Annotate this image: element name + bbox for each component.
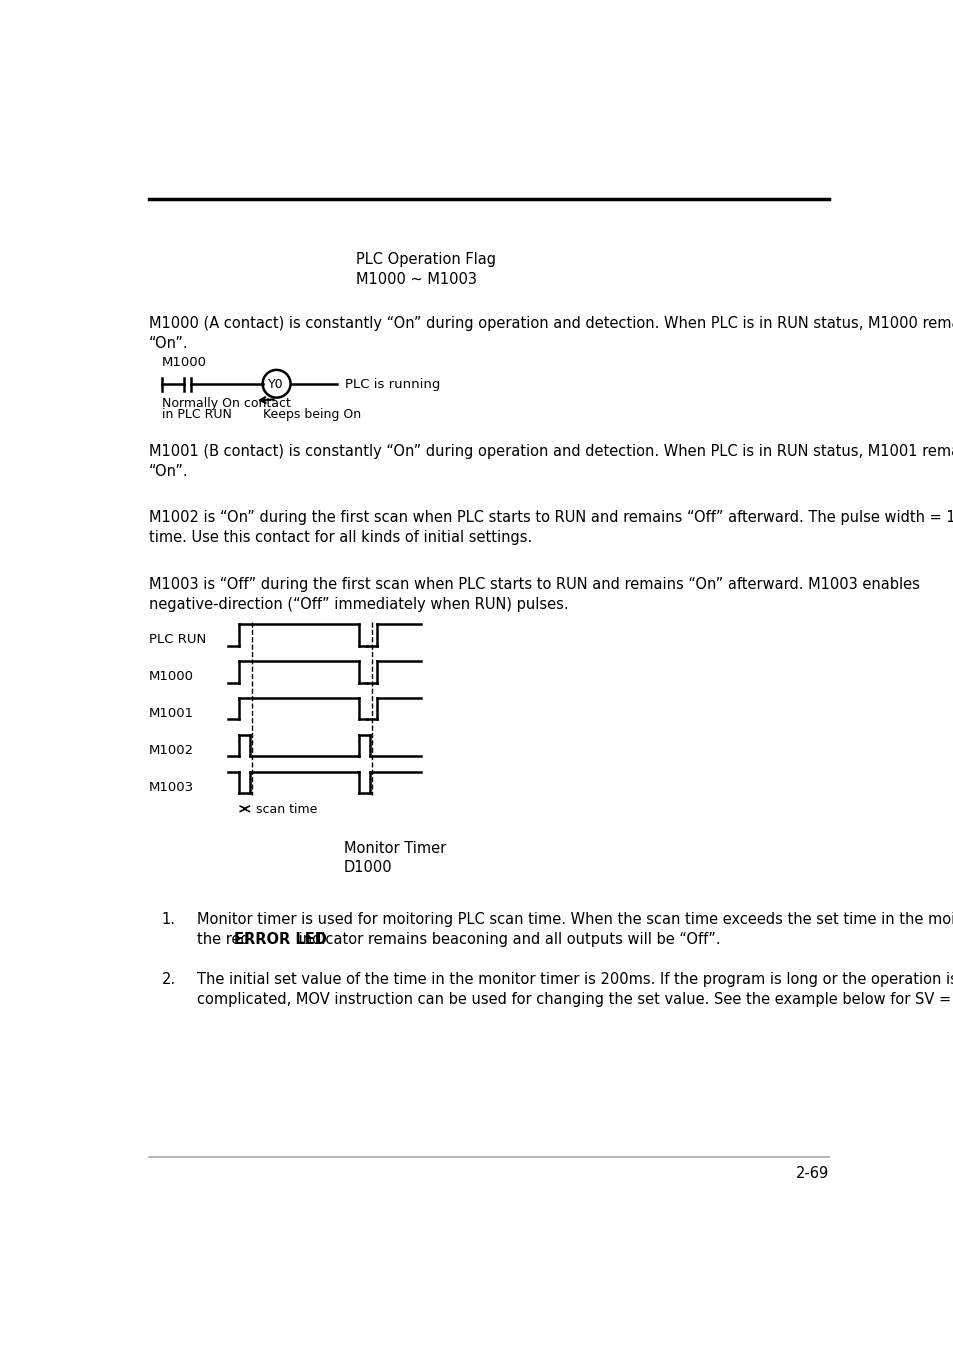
Text: M1000 ~ M1003: M1000 ~ M1003	[356, 271, 476, 286]
Text: The initial set value of the time in the monitor timer is 200ms. If the program : The initial set value of the time in the…	[196, 972, 953, 987]
Text: Normally On contact: Normally On contact	[162, 397, 291, 410]
Text: scan time: scan time	[256, 803, 317, 817]
Text: Monitor timer is used for moitoring PLC scan time. When the scan time exceeds th: Monitor timer is used for moitoring PLC …	[196, 913, 953, 927]
Text: Y0: Y0	[268, 378, 283, 392]
Text: time. Use this contact for all kinds of initial settings.: time. Use this contact for all kinds of …	[149, 531, 532, 545]
Text: M1000 (A contact) is constantly “On” during operation and detection. When PLC is: M1000 (A contact) is constantly “On” dur…	[149, 316, 953, 331]
Text: M1002 is “On” during the first scan when PLC starts to RUN and remains “Off” aft: M1002 is “On” during the first scan when…	[149, 510, 953, 525]
Text: Keeps being On: Keeps being On	[262, 409, 360, 421]
Text: 2-69: 2-69	[795, 1166, 828, 1181]
Text: M1000: M1000	[149, 670, 193, 683]
Text: PLC is running: PLC is running	[344, 378, 439, 392]
Text: the red: the red	[196, 933, 253, 948]
Text: ERROR LED: ERROR LED	[233, 933, 327, 948]
Text: PLC Operation Flag: PLC Operation Flag	[356, 251, 496, 267]
Text: PLC RUN: PLC RUN	[149, 633, 206, 645]
Text: “On”.: “On”.	[149, 336, 188, 351]
Text: M1003 is “Off” during the first scan when PLC starts to RUN and remains “On” aft: M1003 is “Off” during the first scan whe…	[149, 576, 919, 591]
Text: M1002: M1002	[149, 744, 193, 757]
Text: “On”.: “On”.	[149, 464, 188, 479]
Text: M1001: M1001	[149, 707, 193, 720]
Text: Monitor Timer: Monitor Timer	[344, 841, 446, 856]
Text: 1.: 1.	[162, 913, 175, 927]
Text: M1000: M1000	[162, 356, 207, 369]
Text: indicator remains beaconing and all outputs will be “Off”.: indicator remains beaconing and all outp…	[294, 933, 720, 948]
Text: D1000: D1000	[344, 860, 393, 875]
Text: in PLC RUN: in PLC RUN	[162, 409, 232, 421]
Text: 2.: 2.	[162, 972, 175, 987]
Text: M1001 (B contact) is constantly “On” during operation and detection. When PLC is: M1001 (B contact) is constantly “On” dur…	[149, 444, 953, 459]
Text: M1003: M1003	[149, 780, 193, 794]
Text: negative-direction (“Off” immediately when RUN) pulses.: negative-direction (“Off” immediately wh…	[149, 597, 568, 612]
Text: complicated, MOV instruction can be used for changing the set value. See the exa: complicated, MOV instruction can be used…	[196, 992, 953, 1007]
